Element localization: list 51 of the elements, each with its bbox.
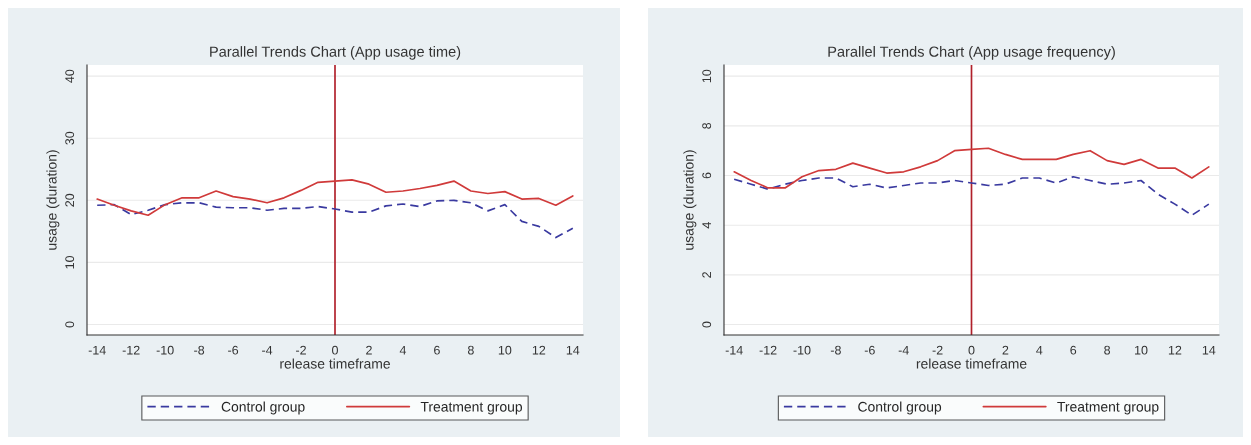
x-tick-label: 10 [498, 345, 512, 355]
x-tick-label: -14 [725, 345, 743, 355]
x-tick-label: 4 [399, 345, 407, 355]
x-tick-label: 6 [1070, 345, 1077, 355]
legend-label: Control group [221, 401, 305, 415]
legend-label: Control group [858, 401, 942, 415]
x-tick-label: -4 [262, 345, 273, 355]
x-axis-title: release timeframe [916, 358, 1027, 369]
x-tick-label: 0 [968, 345, 975, 355]
x-tick-label: 14 [1202, 345, 1216, 355]
x-tick-label: 2 [1002, 345, 1009, 355]
x-tick-label: -10 [793, 345, 811, 355]
x-tick-label: -6 [228, 345, 239, 355]
y-tick-label: 2 [702, 272, 711, 278]
x-tick-label: -4 [898, 345, 909, 355]
y-tick-label: 8 [702, 122, 712, 129]
x-tick-label: 12 [532, 345, 546, 355]
x-tick-label: -2 [296, 345, 306, 355]
x-tick-label: 10 [1135, 345, 1148, 355]
x-tick-label: 8 [1104, 345, 1111, 355]
x-tick-label: -12 [759, 345, 777, 355]
y-tick-label: 20 [65, 193, 75, 207]
chart-title: Parallel Trends Chart (App usage time) [210, 46, 461, 60]
x-tick-label: 12 [1168, 345, 1182, 355]
y-tick-label: 40 [65, 69, 75, 83]
y-tick-label: 10 [65, 255, 75, 269]
x-tick-label: 14 [566, 345, 580, 355]
x-tick-label: -12 [122, 345, 140, 355]
y-tick-label: 30 [65, 131, 75, 145]
x-tick-label: -10 [156, 345, 174, 355]
x-tick-label: 6 [434, 345, 440, 355]
x-tick-label: 2 [366, 345, 372, 355]
y-axis-title: usage (duration) [683, 150, 697, 250]
legend-label: Treatment group [1057, 402, 1159, 415]
y-tick-label: 6 [702, 172, 712, 179]
x-tick-label: -2 [932, 345, 943, 355]
x-tick-label: -6 [864, 345, 875, 355]
x-tick-label: 4 [1036, 345, 1043, 355]
x-tick-label: -8 [194, 345, 205, 355]
y-tick-label: 4 [702, 222, 711, 229]
chart-title: Parallel Trends Chart (App usage frequency) [828, 46, 1115, 60]
x-tick-label: 0 [332, 345, 338, 355]
y-tick-label: 0 [702, 321, 712, 328]
x-tick-label: 8 [467, 345, 474, 355]
y-axis-title: usage (duration) [46, 150, 60, 250]
x-axis-title: release timeframe [280, 358, 390, 369]
x-tick-label: -8 [830, 345, 841, 355]
x-tick-label: -14 [88, 345, 106, 355]
y-tick-label: 10 [702, 69, 712, 83]
legend-label: Treatment group [420, 402, 523, 415]
y-tick-label: 0 [65, 321, 75, 328]
